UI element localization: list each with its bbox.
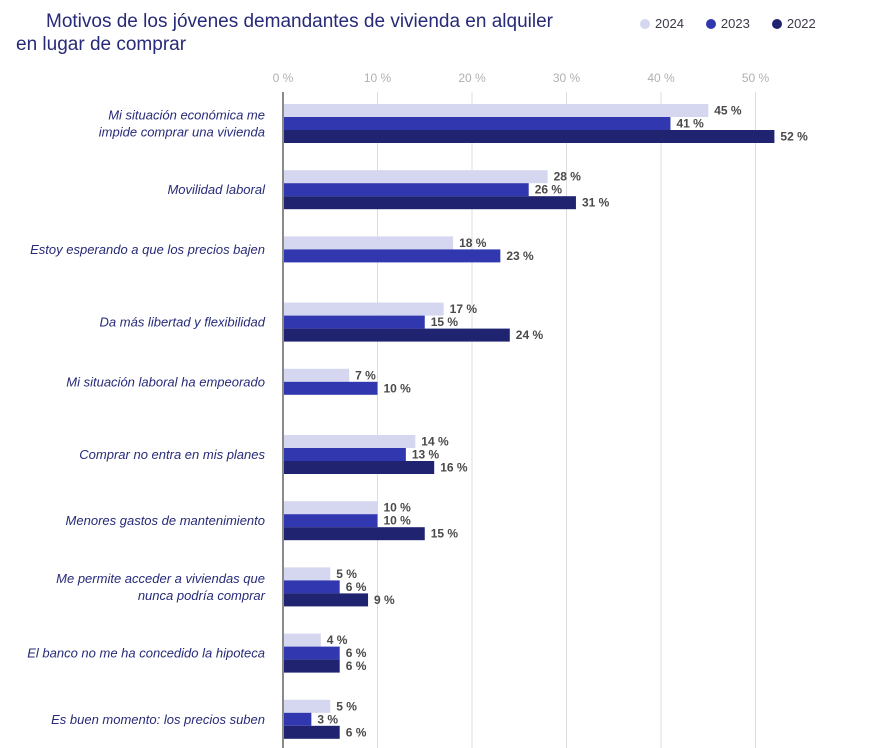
bar-2022 bbox=[283, 130, 775, 143]
x-tick-label: 30 % bbox=[553, 71, 581, 85]
data-label: 6 % bbox=[346, 646, 367, 660]
data-label: 7 % bbox=[355, 368, 376, 382]
data-label: 23 % bbox=[506, 249, 534, 263]
data-label: 41 % bbox=[676, 117, 704, 131]
x-tick-label: 40 % bbox=[647, 71, 675, 85]
category-label: Estoy esperando a que los precios bajen bbox=[30, 242, 265, 257]
bar-2022 bbox=[283, 196, 576, 210]
bar-2023 bbox=[283, 315, 425, 329]
data-label: 17 % bbox=[450, 302, 478, 316]
category-label: impide comprar una vivienda bbox=[99, 125, 265, 140]
data-label: 3 % bbox=[317, 712, 338, 726]
bar-2022 bbox=[283, 725, 340, 739]
bar-2023 bbox=[283, 712, 312, 726]
data-label: 9 % bbox=[374, 593, 395, 607]
legend-label: 2022 bbox=[786, 16, 816, 31]
data-label: 45 % bbox=[714, 104, 742, 118]
category-label: Es buen momento: los precios suben bbox=[51, 712, 265, 727]
bar-2023 bbox=[283, 580, 340, 594]
bar-2024 bbox=[283, 104, 709, 117]
legend-swatch-2023 bbox=[705, 18, 716, 29]
bar-2023 bbox=[283, 117, 671, 130]
category-label: Movilidad laboral bbox=[167, 182, 266, 197]
legend-swatch-2022 bbox=[771, 18, 782, 29]
x-tick-label: 50 % bbox=[742, 71, 770, 85]
data-label: 10 % bbox=[384, 381, 412, 395]
data-label: 10 % bbox=[384, 501, 412, 515]
bar-2024 bbox=[283, 435, 416, 448]
legend-item-2022: 2022 bbox=[771, 16, 816, 31]
data-label: 5 % bbox=[336, 567, 357, 581]
x-tick-label: 20 % bbox=[458, 71, 486, 85]
bar-2023 bbox=[283, 646, 340, 660]
data-label: 28 % bbox=[554, 170, 582, 184]
category-label: nunca podría comprar bbox=[138, 588, 266, 603]
data-label: 4 % bbox=[327, 633, 348, 647]
bar-2024 bbox=[283, 170, 548, 184]
data-label: 15 % bbox=[431, 315, 459, 329]
legend-label: 2023 bbox=[720, 16, 750, 31]
category-label: Menores gastos de mantenimiento bbox=[66, 513, 265, 528]
bar-2024 bbox=[283, 567, 331, 581]
data-label: 6 % bbox=[346, 659, 367, 673]
data-label: 26 % bbox=[535, 183, 563, 197]
bar-2024 bbox=[283, 501, 378, 515]
data-label: 18 % bbox=[459, 236, 487, 250]
bar-2024 bbox=[283, 236, 454, 250]
bar-2023 bbox=[283, 448, 406, 461]
legend-item-2024: 2024 bbox=[640, 16, 684, 31]
data-label: 15 % bbox=[431, 527, 459, 541]
data-label: 24 % bbox=[516, 328, 544, 342]
chart-title-line-1: Motivos de los jóvenes demandantes de vi… bbox=[46, 11, 553, 32]
data-label: 6 % bbox=[346, 725, 367, 739]
category-label: Me permite acceder a viviendas que bbox=[56, 571, 265, 586]
bar-2024 bbox=[283, 368, 350, 382]
legend: 2024 2023 2022 bbox=[640, 16, 816, 31]
data-label: 6 % bbox=[346, 580, 367, 594]
bar-2023 bbox=[283, 381, 378, 395]
data-label: 16 % bbox=[440, 461, 468, 475]
legend-label: 2024 bbox=[655, 16, 684, 31]
data-label: 5 % bbox=[336, 699, 357, 713]
category-label: Mi situación económica me bbox=[108, 108, 265, 123]
data-label: 31 % bbox=[582, 196, 610, 210]
legend-item-2023: 2023 bbox=[705, 16, 750, 31]
chart-title-line-2: en lugar de comprar bbox=[16, 34, 187, 55]
bar-2023 bbox=[283, 183, 529, 197]
bar-2022 bbox=[283, 593, 369, 607]
category-label: Mi situación laboral ha empeorado bbox=[66, 374, 265, 389]
bar-2023 bbox=[283, 514, 378, 528]
data-label: 52 % bbox=[780, 130, 808, 144]
chart-title: Motivos de los jóvenes demandantes de vi… bbox=[16, 10, 553, 56]
data-label: 10 % bbox=[384, 514, 412, 528]
data-label: 14 % bbox=[421, 435, 449, 449]
data-label: 13 % bbox=[412, 448, 440, 462]
bar-2024 bbox=[283, 699, 331, 713]
bar-2022 bbox=[283, 328, 510, 342]
legend-swatch-2024 bbox=[640, 18, 650, 29]
category-label: Comprar no entra en mis planes bbox=[79, 447, 265, 462]
x-tick-label: 0 % bbox=[273, 71, 294, 85]
category-label: Da más libertad y flexibilidad bbox=[100, 315, 266, 330]
bar-2023 bbox=[283, 249, 501, 263]
bar-2022 bbox=[283, 527, 425, 541]
bar-2022 bbox=[283, 461, 435, 474]
bar-2024 bbox=[283, 633, 321, 647]
category-label: El banco no me ha concedido la hipoteca bbox=[27, 646, 265, 661]
bar-2024 bbox=[283, 302, 444, 316]
x-tick-label: 10 % bbox=[364, 71, 392, 85]
bar-2022 bbox=[283, 659, 340, 673]
